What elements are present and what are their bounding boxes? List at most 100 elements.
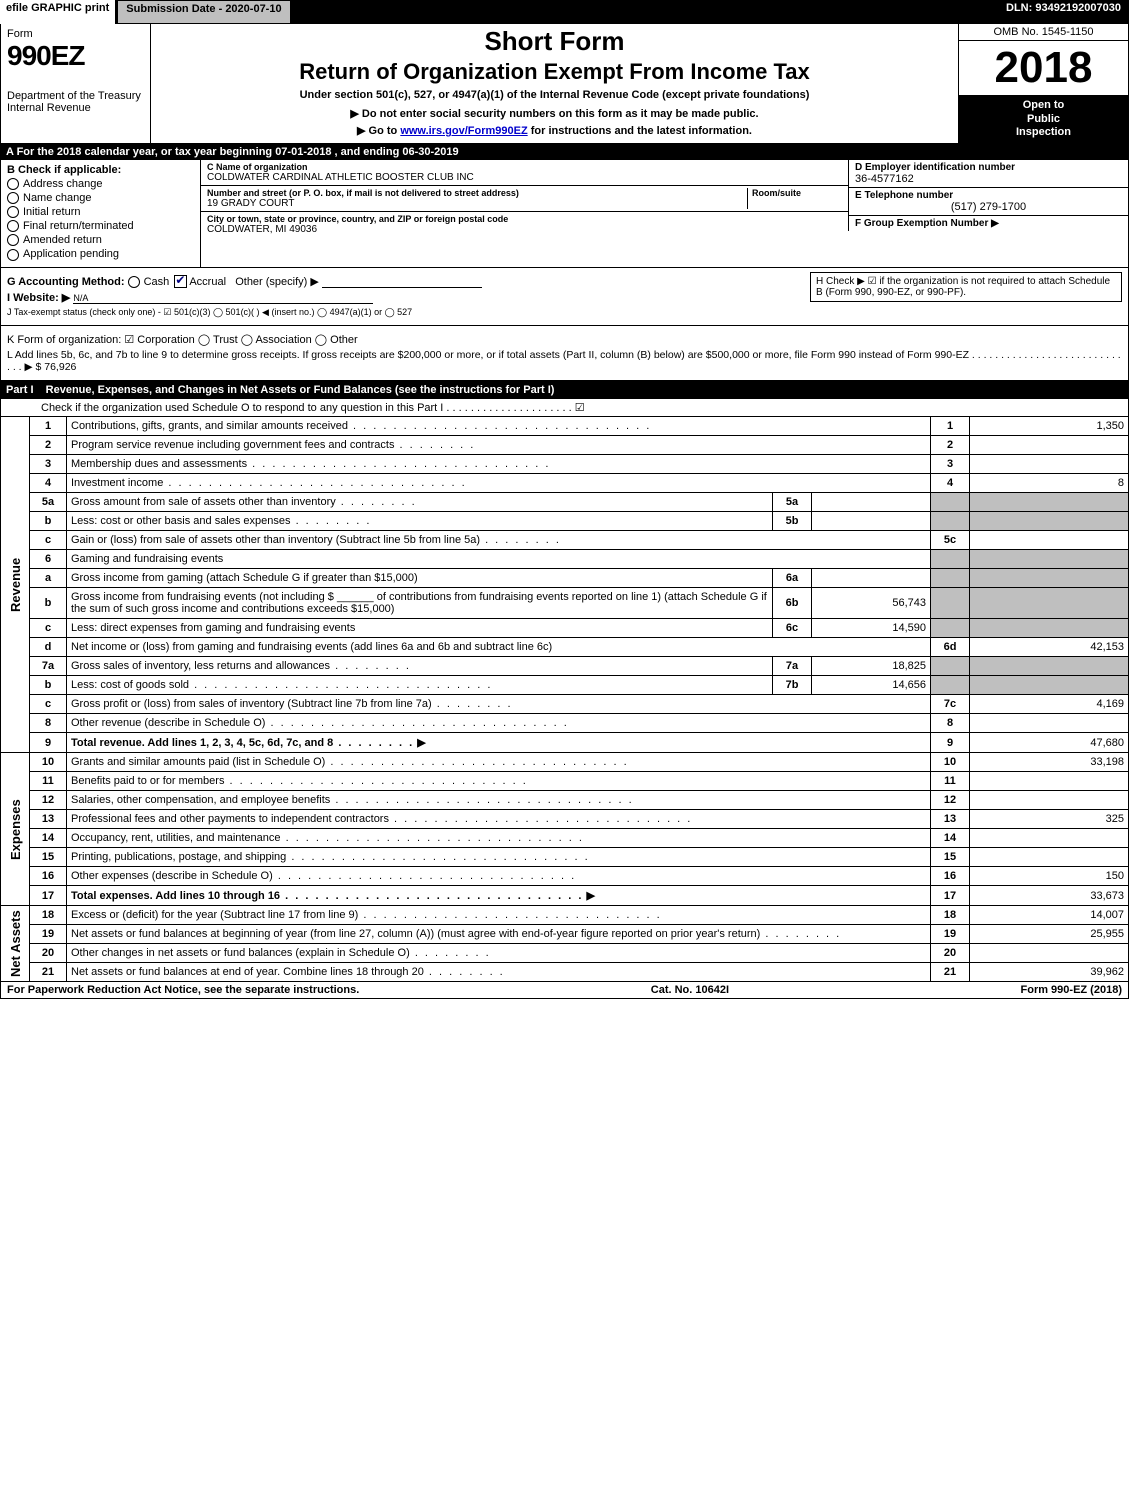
a-15 (970, 848, 1129, 867)
a-16: 150 (970, 867, 1129, 886)
e-value: (517) 279-1700 (855, 201, 1122, 213)
tax-year: 2018 (959, 41, 1128, 95)
c-12: 12 (931, 791, 970, 810)
a-8 (970, 714, 1129, 733)
goto-line: ▶ Go to www.irs.gov/Form990EZ for instru… (159, 124, 950, 137)
submission-date: Submission Date - 2020-07-10 (117, 0, 290, 24)
a-9: 47,680 (970, 733, 1129, 753)
sh-5b (931, 512, 970, 531)
n-19: 19 (30, 925, 67, 944)
g-accrual-check (174, 275, 187, 288)
d-4: Investment income (67, 474, 931, 493)
c-7c: 7c (931, 695, 970, 714)
d-value: 36-4577162 (855, 173, 1122, 185)
section-def: D Employer identification number 36-4577… (848, 160, 1128, 267)
f-label: F Group Exemption Number ▶ (855, 218, 1122, 229)
n-6c: c (30, 619, 67, 638)
info-grid: B Check if applicable: Address change Na… (0, 160, 1129, 268)
sc-6b: 6b (773, 588, 812, 619)
n-6b: b (30, 588, 67, 619)
b-text-3: Final return/terminated (23, 220, 134, 232)
d-6d: Net income or (loss) from gaming and fun… (67, 638, 931, 657)
sa-6c: 14,590 (812, 619, 931, 638)
sha-7a (970, 657, 1129, 676)
open-1: Open to (961, 99, 1126, 112)
b-text-5: Application pending (23, 248, 119, 260)
n-6a: a (30, 569, 67, 588)
under-section: Under section 501(c), 527, or 4947(a)(1)… (159, 89, 950, 101)
n-17: 17 (30, 886, 67, 906)
d-11: Benefits paid to or for members (67, 772, 931, 791)
sc-7b: 7b (773, 676, 812, 695)
open-to-public: Open to Public Inspection (959, 95, 1128, 143)
sh-6c (931, 619, 970, 638)
sha-7b (970, 676, 1129, 695)
line-k: K Form of organization: ☑ Corporation ◯ … (7, 333, 1122, 346)
d-cell: D Employer identification number 36-4577… (848, 160, 1128, 188)
return-title: Return of Organization Exempt From Incom… (159, 59, 950, 85)
n-14: 14 (30, 829, 67, 848)
sa-6b: 56,743 (812, 588, 931, 619)
sc-6a: 6a (773, 569, 812, 588)
d-16: Other expenses (describe in Schedule O) (67, 867, 931, 886)
sh-6 (931, 550, 970, 569)
d-7b: Less: cost of goods sold (67, 676, 773, 695)
c-8: 8 (931, 714, 970, 733)
footer-right: Form 990-EZ (2018) (1021, 984, 1122, 996)
line-j: J Tax-exempt status (check only one) - ☑… (7, 307, 1122, 318)
a-12 (970, 791, 1129, 810)
a-11 (970, 772, 1129, 791)
irs-label: Internal Revenue (7, 102, 144, 114)
sa-6a (812, 569, 931, 588)
d-17: Total expenses. Add lines 10 through 16 … (67, 886, 931, 906)
i-value: N/A (73, 293, 373, 304)
b-text-4: Amended return (23, 234, 102, 246)
c-14: 14 (931, 829, 970, 848)
c-name-row: C Name of organization COLDWATER CARDINA… (201, 160, 848, 186)
sh-6a (931, 569, 970, 588)
c-1: 1 (931, 417, 970, 436)
sc-5a: 5a (773, 493, 812, 512)
b-item-1: Name change (7, 192, 194, 204)
c-11: 11 (931, 772, 970, 791)
n-2: 2 (30, 436, 67, 455)
n-16: 16 (30, 867, 67, 886)
d-2: Program service revenue including govern… (67, 436, 931, 455)
c-19: 19 (931, 925, 970, 944)
c-street-row: Number and street (or P. O. box, if mail… (201, 186, 848, 212)
dept-treasury: Department of the Treasury (7, 90, 144, 102)
a-14 (970, 829, 1129, 848)
d-19: Net assets or fund balances at beginning… (67, 925, 931, 944)
sa-7b: 14,656 (812, 676, 931, 695)
sha-5a (970, 493, 1129, 512)
sha-6b (970, 588, 1129, 619)
sha-5b (970, 512, 1129, 531)
goto-link[interactable]: www.irs.gov/Form990EZ (400, 125, 527, 137)
c-18: 18 (931, 906, 970, 925)
n-5c: c (30, 531, 67, 550)
n-4: 4 (30, 474, 67, 493)
d-1: Contributions, gifts, grants, and simila… (67, 417, 931, 436)
c-2: 2 (931, 436, 970, 455)
c-3: 3 (931, 455, 970, 474)
n-12: 12 (30, 791, 67, 810)
sh-7a (931, 657, 970, 676)
d-label: D Employer identification number (855, 162, 1122, 173)
b-text-2: Initial return (23, 206, 80, 218)
d-8: Other revenue (describe in Schedule O) (67, 714, 931, 733)
d-3: Membership dues and assessments (67, 455, 931, 474)
a-20 (970, 944, 1129, 963)
n-6: 6 (30, 550, 67, 569)
c-city-row: City or town, state or province, country… (201, 212, 848, 237)
n-10: 10 (30, 753, 67, 772)
g-accrual: Accrual (189, 276, 226, 288)
d-6: Gaming and fundraising events (67, 550, 931, 569)
dln-label: DLN: 93492192007030 (998, 0, 1129, 24)
n-15: 15 (30, 848, 67, 867)
a-6d: 42,153 (970, 638, 1129, 657)
part1-bar: Part I Revenue, Expenses, and Changes in… (0, 381, 1129, 399)
part1-title: Revenue, Expenses, and Changes in Net As… (46, 384, 555, 396)
header-right: OMB No. 1545-1150 2018 Open to Public In… (958, 24, 1128, 143)
d-5c: Gain or (loss) from sale of assets other… (67, 531, 931, 550)
tax-period: A For the 2018 calendar year, or tax yea… (0, 144, 1129, 160)
